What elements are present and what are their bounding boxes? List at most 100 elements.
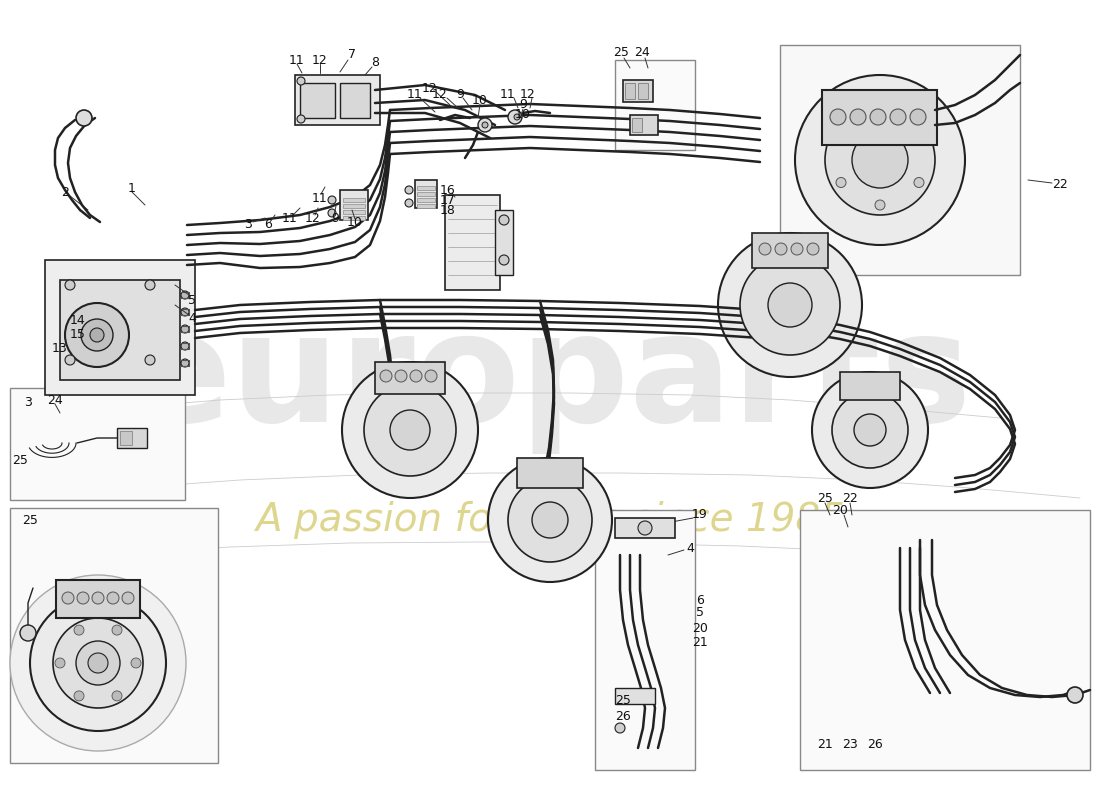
Circle shape bbox=[478, 118, 492, 132]
Text: 12: 12 bbox=[432, 89, 448, 102]
Text: 8: 8 bbox=[371, 57, 380, 70]
Circle shape bbox=[740, 255, 840, 355]
Bar bbox=[295, 75, 380, 125]
Circle shape bbox=[615, 723, 625, 733]
Circle shape bbox=[62, 592, 74, 604]
Text: 25: 25 bbox=[22, 514, 37, 526]
Circle shape bbox=[20, 625, 36, 641]
Bar bbox=[632, 118, 642, 132]
Bar bbox=[840, 372, 900, 400]
Text: 12: 12 bbox=[305, 211, 321, 225]
Circle shape bbox=[182, 291, 189, 299]
Circle shape bbox=[488, 458, 612, 582]
Bar bbox=[638, 83, 648, 99]
Text: 22: 22 bbox=[843, 491, 858, 505]
Circle shape bbox=[836, 133, 846, 142]
Circle shape bbox=[328, 196, 336, 204]
Circle shape bbox=[482, 122, 488, 128]
Text: 25: 25 bbox=[12, 454, 28, 466]
Text: A passion for parts since 1985: A passion for parts since 1985 bbox=[255, 501, 845, 539]
Circle shape bbox=[395, 370, 407, 382]
Circle shape bbox=[791, 243, 803, 255]
Circle shape bbox=[874, 200, 886, 210]
Circle shape bbox=[850, 109, 866, 125]
Circle shape bbox=[145, 280, 155, 290]
Circle shape bbox=[514, 114, 520, 120]
Circle shape bbox=[53, 618, 143, 708]
Text: 6: 6 bbox=[264, 218, 272, 231]
Text: 4: 4 bbox=[686, 542, 694, 554]
Circle shape bbox=[914, 133, 924, 142]
Text: 9: 9 bbox=[519, 98, 527, 111]
Text: 2: 2 bbox=[62, 186, 69, 198]
Bar bbox=[60, 280, 180, 380]
Circle shape bbox=[182, 359, 189, 367]
Bar bbox=[752, 233, 828, 268]
Bar bbox=[630, 115, 658, 135]
Bar bbox=[340, 83, 370, 118]
Bar bbox=[343, 198, 365, 202]
Text: 12: 12 bbox=[312, 54, 328, 66]
Bar bbox=[495, 210, 513, 275]
Circle shape bbox=[65, 303, 129, 367]
Bar bbox=[615, 518, 675, 538]
Circle shape bbox=[92, 592, 104, 604]
Circle shape bbox=[499, 215, 509, 225]
Bar bbox=[446, 195, 501, 290]
Bar bbox=[417, 198, 434, 202]
Circle shape bbox=[776, 243, 786, 255]
Text: 9: 9 bbox=[456, 89, 464, 102]
Text: 26: 26 bbox=[867, 738, 883, 751]
Circle shape bbox=[390, 410, 430, 450]
Bar bbox=[343, 216, 365, 220]
Circle shape bbox=[74, 625, 84, 635]
Text: 12: 12 bbox=[520, 89, 536, 102]
Circle shape bbox=[832, 392, 908, 468]
Circle shape bbox=[807, 243, 820, 255]
Circle shape bbox=[890, 109, 906, 125]
Text: 9: 9 bbox=[331, 211, 339, 225]
Text: 24: 24 bbox=[47, 394, 63, 406]
Bar bbox=[10, 388, 185, 500]
Circle shape bbox=[112, 691, 122, 701]
Bar bbox=[343, 204, 365, 208]
Text: 11: 11 bbox=[312, 191, 328, 205]
Text: 3: 3 bbox=[244, 218, 252, 231]
Text: 15: 15 bbox=[70, 329, 86, 342]
Circle shape bbox=[76, 110, 92, 126]
Circle shape bbox=[328, 209, 336, 217]
Circle shape bbox=[532, 502, 568, 538]
Circle shape bbox=[825, 105, 935, 215]
Bar bbox=[417, 186, 434, 190]
Circle shape bbox=[182, 308, 189, 316]
Circle shape bbox=[10, 575, 186, 751]
Circle shape bbox=[410, 370, 422, 382]
Circle shape bbox=[910, 109, 926, 125]
Text: 11: 11 bbox=[407, 89, 422, 102]
Circle shape bbox=[122, 592, 134, 604]
Text: 25: 25 bbox=[615, 694, 631, 706]
Circle shape bbox=[74, 691, 84, 701]
Text: 10: 10 bbox=[472, 94, 488, 106]
Bar bbox=[117, 428, 147, 448]
Bar bbox=[10, 508, 218, 763]
Bar bbox=[340, 190, 368, 220]
Bar bbox=[120, 431, 132, 445]
Circle shape bbox=[90, 328, 104, 342]
Circle shape bbox=[107, 592, 119, 604]
Text: 23: 23 bbox=[843, 738, 858, 751]
Circle shape bbox=[379, 370, 392, 382]
Text: 5: 5 bbox=[696, 606, 704, 619]
Bar bbox=[615, 60, 695, 150]
Text: 20: 20 bbox=[832, 505, 848, 518]
Bar bbox=[56, 580, 140, 618]
Text: 14: 14 bbox=[70, 314, 86, 326]
Bar bbox=[300, 83, 336, 118]
Text: 16: 16 bbox=[440, 183, 455, 197]
Circle shape bbox=[30, 595, 166, 731]
Circle shape bbox=[65, 355, 75, 365]
Text: 20: 20 bbox=[692, 622, 708, 634]
Circle shape bbox=[508, 478, 592, 562]
Bar bbox=[625, 83, 635, 99]
Bar bbox=[595, 510, 695, 770]
